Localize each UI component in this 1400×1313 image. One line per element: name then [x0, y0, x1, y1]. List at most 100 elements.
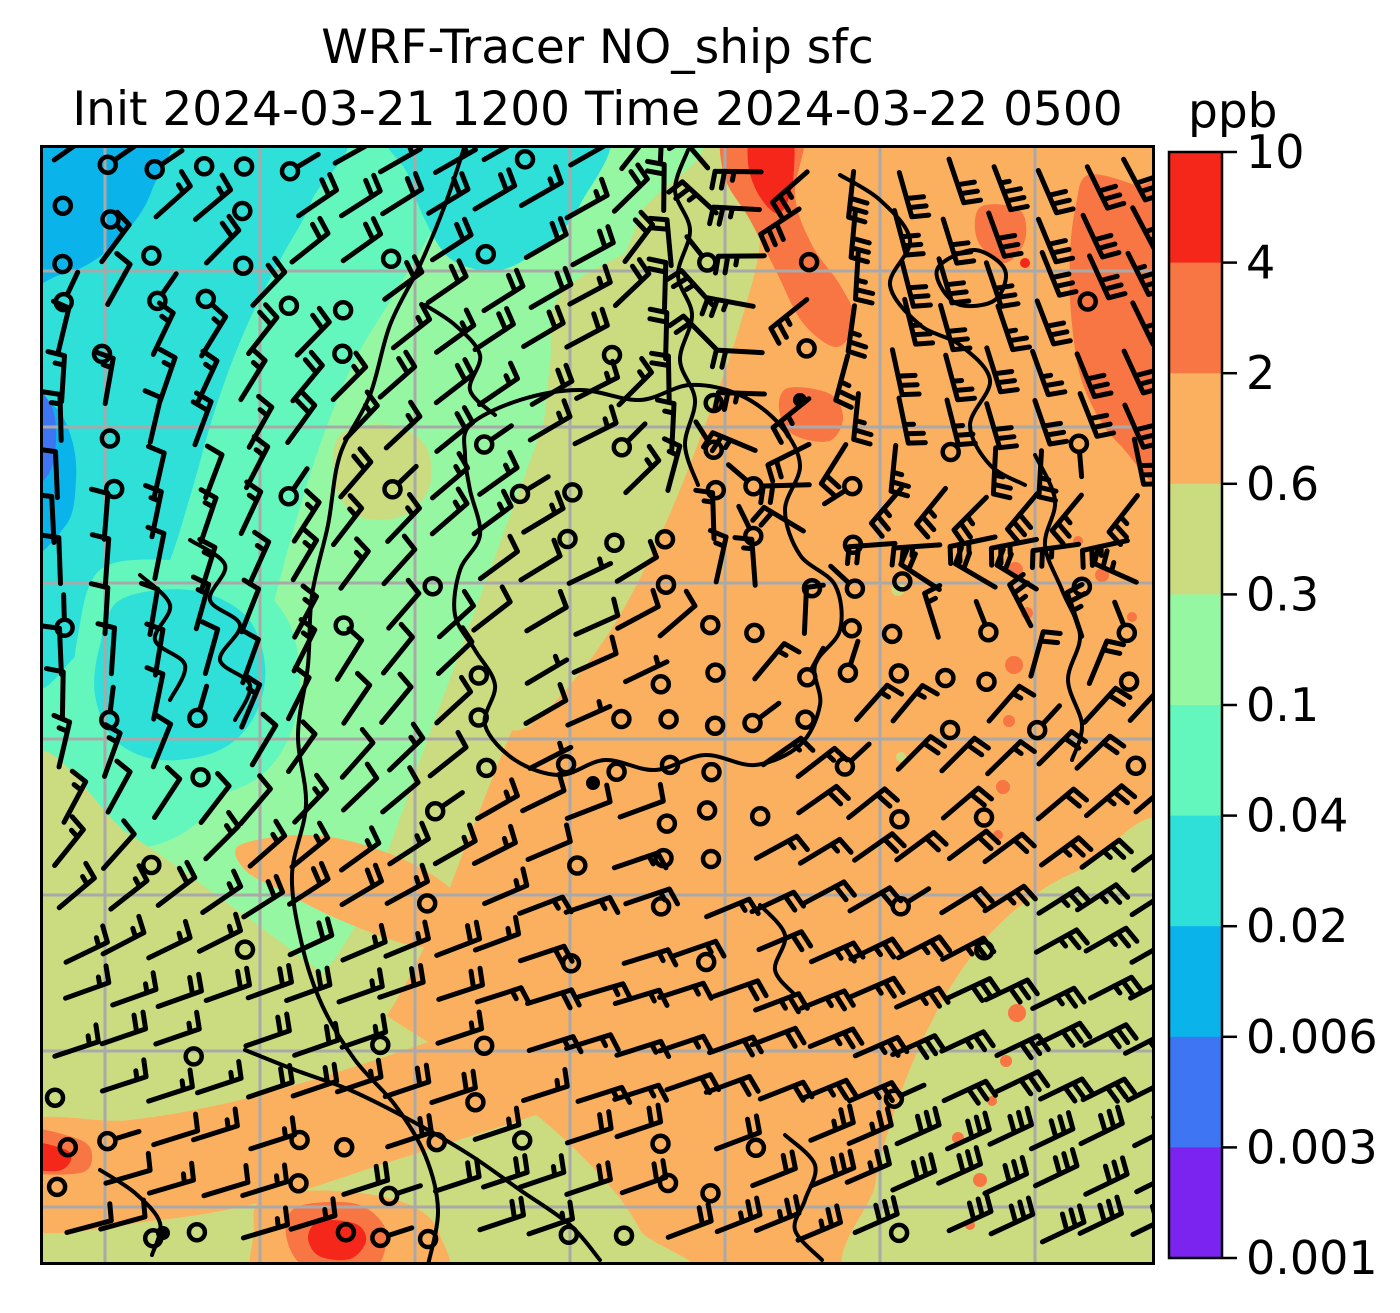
calm-wind-circle [604, 532, 625, 553]
calm-wind-stub [757, 700, 782, 721]
wind-barb [291, 488, 322, 544]
wind-barb [895, 734, 948, 772]
wind-barb [808, 1148, 857, 1189]
wind-barb [667, 313, 719, 352]
wind-barb [657, 588, 698, 639]
wind-barb [63, 963, 112, 1001]
calm-wind-circle [370, 1034, 391, 1056]
wind-barb [818, 442, 849, 498]
wind-barb [336, 967, 385, 1005]
coastline [423, 303, 497, 417]
calm-wind-circle [841, 617, 862, 639]
wind-barb [199, 619, 221, 676]
wind-barb [425, 258, 469, 305]
wind-barb [1129, 896, 1155, 918]
wind-barb [387, 820, 431, 867]
wind-barb [286, 665, 312, 722]
calm-wind-circle [560, 953, 582, 974]
calm-wind-stub [113, 1129, 142, 1141]
wind-barb [94, 350, 116, 407]
wind-barb [1128, 982, 1155, 1001]
wind-barb [98, 1197, 148, 1232]
wind-barb [380, 171, 425, 217]
wind-barb [155, 859, 198, 908]
calm-wind-circle [190, 766, 211, 788]
wind-barb [953, 545, 998, 590]
wind-barb [241, 874, 286, 920]
wind-barb [922, 583, 943, 640]
wind-barb [758, 206, 802, 253]
wind-barb [1049, 492, 1084, 546]
wind-barb [155, 971, 204, 1009]
calm-wind-circle [657, 1172, 679, 1194]
calm-wind-stub [107, 684, 116, 714]
wind-barb [890, 683, 940, 724]
wind-barb [144, 621, 166, 678]
wind-barb [982, 831, 1037, 865]
wind-barb [430, 216, 474, 263]
wind-barb [765, 441, 812, 484]
wind-barb [647, 215, 674, 269]
wind-barb [946, 156, 983, 206]
wind-barb [203, 965, 252, 1003]
wind-barb [247, 529, 272, 587]
contour-region [40, 1142, 72, 1172]
wind-barb [701, 430, 758, 454]
wind-barb [1082, 1022, 1139, 1050]
wind-barb [477, 360, 520, 407]
wind-barb [657, 145, 664, 164]
calm-wind-circle [744, 622, 765, 644]
calm-wind-circle [555, 753, 577, 775]
wind-barb [192, 172, 234, 222]
wind-barb [564, 1109, 614, 1146]
colorbar-tick-label: 0.006 [1246, 1010, 1378, 1064]
wind-barb [102, 722, 123, 779]
contour-region [1069, 174, 1155, 486]
contour-speckle [1095, 568, 1109, 582]
calm-wind-circle [844, 578, 866, 599]
colorbar-tick-label: 0.003 [1246, 1120, 1378, 1174]
calm-wind-circle [278, 485, 299, 507]
wind-barb [50, 298, 72, 356]
wind-barb [284, 965, 333, 1003]
calm-wind-circle [186, 1222, 208, 1243]
wind-barb [200, 868, 244, 915]
wind-barb [983, 977, 1040, 1005]
calm-wind-circle [509, 483, 531, 505]
colorbar-units-label: ppb [1188, 84, 1278, 139]
calm-wind-circle [141, 245, 162, 266]
wind-barb [768, 297, 810, 346]
contour-speckle [1005, 656, 1023, 674]
wind-barb [849, 975, 906, 999]
wind-barb [474, 985, 532, 1006]
wind-barb [993, 1069, 1051, 1097]
wind-barb [339, 1012, 389, 1050]
wind-barb [482, 866, 530, 907]
wind-barb [1077, 1194, 1124, 1236]
wind-barb [896, 170, 932, 220]
calm-wind-stub [291, 466, 310, 492]
wind-barb [517, 1153, 567, 1190]
wind-barb [472, 167, 518, 212]
calm-wind-stub [736, 503, 752, 531]
calm-wind-stub [65, 269, 81, 297]
wind-barb [477, 1195, 526, 1233]
colorbar-tick-label: 0.6 [1246, 457, 1319, 511]
chart-title: WRF-Tracer NO_ship sfc [321, 20, 874, 75]
wind-barb [1007, 572, 1034, 629]
wind-barb [1127, 689, 1155, 723]
wind-barb [198, 487, 219, 544]
wind-barb [379, 671, 414, 725]
wind-barb [750, 504, 806, 534]
wind-barb [153, 1009, 202, 1047]
calm-wind-circle [422, 575, 443, 597]
wind-barb [239, 673, 263, 730]
wind-barb [938, 302, 973, 353]
calm-wind-circle [700, 614, 721, 636]
wind-barb [1091, 544, 1139, 585]
wind-barb [868, 485, 904, 539]
wind-barb [290, 526, 320, 583]
calm-wind-circle [701, 761, 722, 783]
wind-barb [753, 833, 810, 861]
